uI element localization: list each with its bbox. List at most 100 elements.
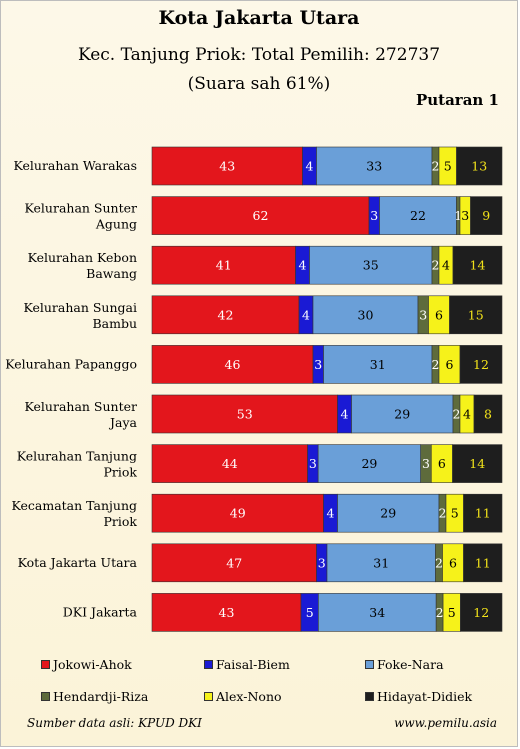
bar-segment [151, 196, 370, 235]
legend-item-faisal-biem: Faisal-Biem [204, 657, 290, 672]
source-note: Sumber data asli: KPUD DKI [27, 716, 202, 730]
data-label: 4 [341, 407, 349, 422]
legend-item-jokowi-ahok: Jokowi-Ahok [41, 657, 132, 672]
website-label: www.pemilu.asia [394, 716, 497, 730]
legend-swatch [41, 660, 50, 669]
data-label: 3 [318, 555, 326, 570]
data-label: 5 [448, 605, 456, 620]
data-label: 31 [370, 357, 386, 372]
data-label: 2 [432, 159, 440, 174]
legend-item-hendardji-riza: Hendardji-Riza [41, 689, 148, 704]
chart-subtitle: Kec. Tanjung Priok: Total Pemilih: 27273… [77, 45, 441, 65]
bar-segment [151, 394, 338, 434]
legend-label: Hendardji-Riza [53, 689, 149, 704]
legend-swatch [41, 692, 50, 701]
data-label: 6 [449, 555, 457, 570]
data-label: 3 [309, 456, 317, 471]
bar-segment [460, 593, 503, 632]
category-label: Kelurahan Papanggo [5, 356, 137, 371]
legend-swatch [204, 660, 213, 669]
data-label: 4 [306, 159, 314, 174]
legend-label: Hidayat-Didiek [377, 689, 473, 704]
bar-segment [312, 295, 419, 335]
category-label: DKI Jakarta [63, 604, 138, 619]
category-label: Kelurahan Sunter Jaya [25, 399, 138, 430]
data-label: 15 [468, 307, 484, 322]
bar-segment [309, 245, 433, 285]
bar-segment [151, 245, 296, 285]
bar-segment [318, 593, 437, 632]
data-label: 14 [469, 456, 485, 471]
data-label: 11 [475, 555, 491, 570]
data-label: 3 [314, 357, 322, 372]
bar-segment [317, 444, 421, 483]
data-label: 5 [451, 506, 459, 521]
legend-label: Alex-Nono [216, 689, 282, 704]
bar-segment [151, 295, 300, 335]
bar-segment [151, 345, 314, 384]
data-label: 2 [435, 555, 443, 570]
data-label: 4 [442, 258, 450, 273]
bar-segment [452, 444, 503, 483]
data-label: 12 [473, 605, 489, 620]
data-label: 29 [361, 456, 377, 471]
data-label: 43 [219, 605, 235, 620]
data-label: 3 [461, 208, 469, 223]
data-label: 35 [363, 258, 379, 273]
bar-segment [379, 196, 457, 235]
data-label: 8 [484, 407, 492, 422]
data-label: 33 [366, 159, 382, 174]
bar-segment [459, 345, 503, 384]
data-label: 5 [444, 159, 452, 174]
round-label: Putaran 1 [415, 91, 499, 109]
data-label: 46 [225, 357, 241, 372]
bar-segment [323, 345, 433, 384]
legend-item-foke-nara: Foke-Nara [365, 657, 444, 672]
bar-segment [463, 543, 503, 583]
data-label: 29 [394, 407, 410, 422]
data-label: 2 [432, 357, 440, 372]
data-label: 6 [438, 456, 446, 471]
data-label: 30 [358, 307, 374, 322]
data-label: 1 [454, 208, 462, 223]
data-label: 49 [230, 506, 246, 521]
data-label: 2 [439, 506, 447, 521]
data-label: 53 [237, 407, 253, 422]
data-label: 3 [419, 307, 427, 322]
bar-segment [473, 394, 503, 434]
legend-label: Foke-Nara [377, 657, 444, 672]
data-label: 5 [306, 605, 314, 620]
bar-segment [456, 146, 503, 186]
data-label: 4 [302, 307, 310, 322]
data-label: 22 [410, 208, 426, 223]
category-label: Kelurahan Sungai Bambu [23, 300, 137, 331]
legend-item-hidayat-didiek: Hidayat-Didiek [365, 689, 472, 704]
bar-segment [470, 196, 503, 235]
data-label: 4 [463, 407, 471, 422]
bar-segment [351, 394, 454, 434]
data-label: 13 [471, 159, 487, 174]
data-label: 3 [422, 456, 430, 471]
data-label: 62 [253, 208, 269, 223]
data-label: 31 [373, 555, 389, 570]
data-label: 3 [370, 208, 378, 223]
data-label: 44 [222, 456, 238, 471]
data-label: 2 [453, 407, 461, 422]
bar-segment [326, 543, 436, 583]
data-label: 9 [482, 208, 490, 223]
legend-swatch [365, 660, 374, 669]
bar-segment [463, 493, 503, 533]
data-label: 43 [219, 159, 235, 174]
data-label: 34 [369, 605, 385, 620]
category-label: Kelurahan Kebon Bawang [28, 250, 137, 281]
bar-segment [452, 245, 503, 285]
category-label: Kelurahan Sunter Agung [25, 201, 137, 232]
category-label: Kelurahan Tanjung Priok [17, 449, 138, 480]
category-label: Kelurahan Warakas [14, 158, 138, 173]
bar-segment [337, 493, 440, 533]
data-label: 41 [216, 258, 232, 273]
legend-swatch [204, 692, 213, 701]
chart-title: Kota Jakarta Utara [158, 7, 360, 29]
